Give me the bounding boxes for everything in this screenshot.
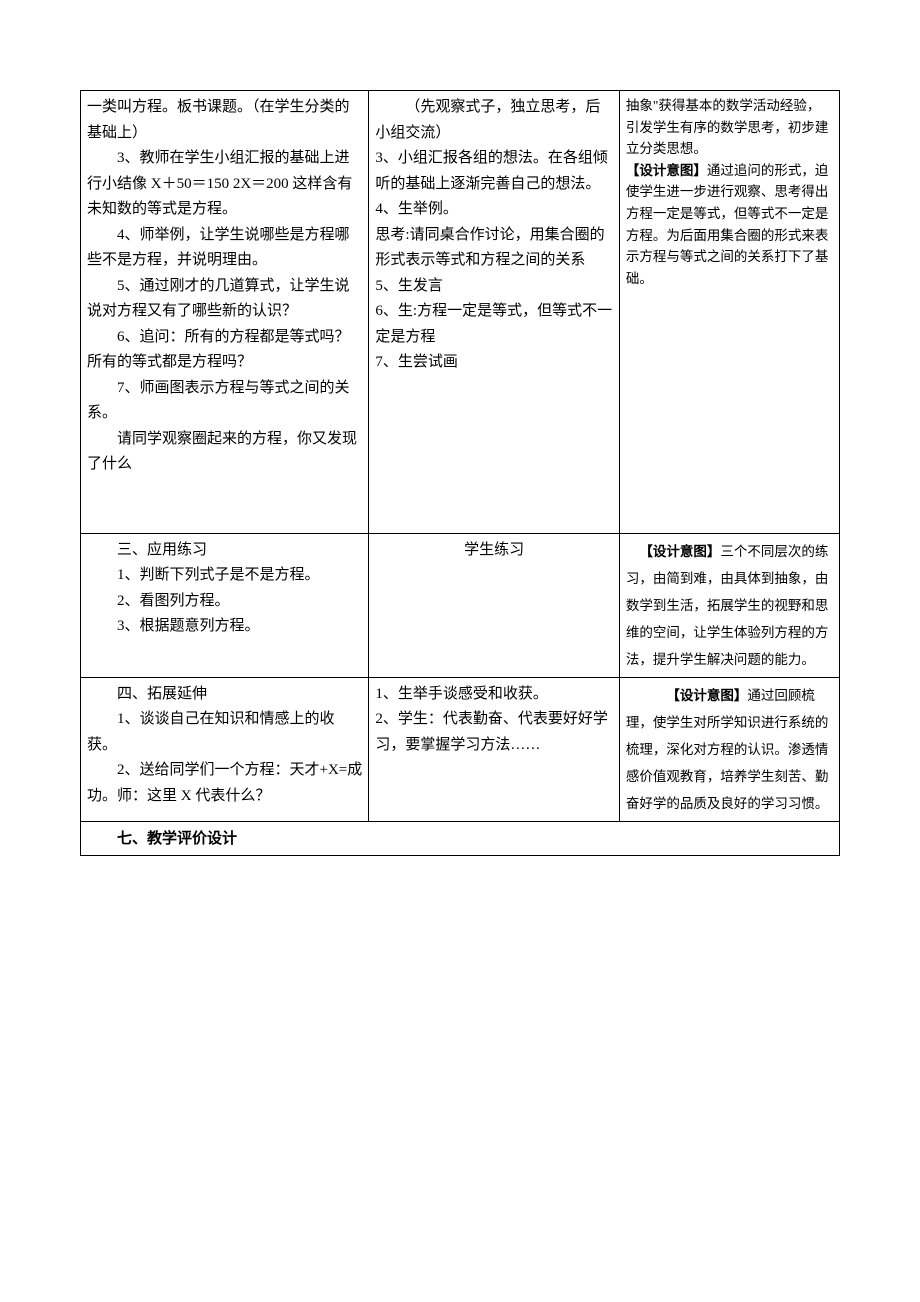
cell-design-intent: 【设计意图】三个不同层次的练习，由简到难，由具体到抽象，由数学到生活，拓展学生的… bbox=[619, 533, 839, 677]
table-row: 四、拓展延伸 1、谈谈自己在知识和情感上的收获。 2、送给同学们一个方程：天才+… bbox=[81, 677, 840, 821]
cell-student-activity: 学生练习 bbox=[369, 533, 619, 677]
text: 1、判断下列式子是不是方程。 bbox=[87, 563, 362, 589]
table-row: 一类叫方程。板书课题。（在学生分类的基础上） 3、教师在学生小组汇报的基础上进行… bbox=[81, 91, 840, 534]
table-row: 七、教学评价设计 bbox=[81, 821, 840, 856]
text: 7、师画图表示方程与等式之间的关系。 bbox=[87, 376, 362, 427]
text: 3、根据题意列方程。 bbox=[87, 614, 362, 640]
text: 2、送给同学们一个方程：天才+X=成功。师：这里 X 代表什么？ bbox=[87, 758, 362, 809]
section-heading: 三、应用练习 bbox=[87, 538, 362, 564]
text: 1、谈谈自己在知识和情感上的收获。 bbox=[87, 707, 362, 758]
text: 5、通过刚才的几道算式，让学生说说对方程又有了哪些新的认识？ bbox=[87, 274, 362, 325]
design-intent-label: 【设计意图】 bbox=[626, 163, 707, 178]
design-intent-label: 【设计意图】 bbox=[666, 688, 747, 703]
text: 4、师举例，让学生说哪些是方程哪些不是方程，并说明理由。 bbox=[87, 223, 362, 274]
lesson-table: 一类叫方程。板书课题。（在学生分类的基础上） 3、教师在学生小组汇报的基础上进行… bbox=[80, 90, 840, 856]
text: 学生练习 bbox=[464, 542, 524, 558]
cell-teacher-activity: 四、拓展延伸 1、谈谈自己在知识和情感上的收获。 2、送给同学们一个方程：天才+… bbox=[81, 677, 369, 821]
cell-student-activity: （先观察式子，独立思考，后小组交流） 3、小组汇报各组的想法。在各组倾听的基础上… bbox=[369, 91, 619, 534]
table-row: 三、应用练习 1、判断下列式子是不是方程。 2、看图列方程。 3、根据题意列方程… bbox=[81, 533, 840, 677]
section-heading: 四、拓展延伸 bbox=[87, 682, 362, 708]
design-intent-label: 【设计意图】 bbox=[639, 544, 720, 559]
text: 请同学观察圈起来的方程，你又发现了什么 bbox=[87, 427, 362, 478]
section-title: 七、教学评价设计 bbox=[87, 826, 833, 852]
text: 通过追问的形式，迫使学生进一步进行观察、思考得出方程一定是等式，但等式不一定是方… bbox=[626, 163, 829, 286]
text: 3、教师在学生小组汇报的基础上进行小结像 X＋50＝150 2X＝200 这样含… bbox=[87, 146, 362, 223]
text: 抽象"获得基本的数学活动经验，引发学生有序的数学思考，初步建立分类思想。 bbox=[626, 98, 829, 156]
document-page: 一类叫方程。板书课题。（在学生分类的基础上） 3、教师在学生小组汇报的基础上进行… bbox=[0, 0, 920, 916]
cell-teacher-activity: 三、应用练习 1、判断下列式子是不是方程。 2、看图列方程。 3、根据题意列方程… bbox=[81, 533, 369, 677]
text: 1、生举手谈感受和收获。 bbox=[375, 686, 548, 702]
text: 6、追问：所有的方程都是等式吗？所有的等式都是方程吗？ bbox=[87, 325, 362, 376]
text: 一类叫方程。板书课题。（在学生分类的基础上） bbox=[87, 99, 350, 141]
text: 4、生举例。 bbox=[375, 201, 458, 217]
text: 7、生尝试画 bbox=[375, 354, 458, 370]
text: 2、看图列方程。 bbox=[87, 589, 362, 615]
text: 2、学生：代表勤奋、代表要好好学习，要掌握学习方法…… bbox=[375, 711, 608, 753]
text: （先观察式子，独立思考，后小组交流） bbox=[375, 95, 612, 146]
cell-student-activity: 1、生举手谈感受和收获。 2、学生：代表勤奋、代表要好好学习，要掌握学习方法…… bbox=[369, 677, 619, 821]
cell-teacher-activity: 一类叫方程。板书课题。（在学生分类的基础上） 3、教师在学生小组汇报的基础上进行… bbox=[81, 91, 369, 534]
text: 3、小组汇报各组的想法。在各组倾听的基础上逐渐完善自己的想法。 bbox=[375, 150, 608, 192]
cell-design-intent: 抽象"获得基本的数学活动经验，引发学生有序的数学思考，初步建立分类思想。 【设计… bbox=[619, 91, 839, 534]
text: 思考:请同桌合作讨论，用集合圈的形式表示等式和方程之间的关系 bbox=[375, 227, 604, 269]
text: 5、生发言 bbox=[375, 278, 443, 294]
section-header-cell: 七、教学评价设计 bbox=[81, 821, 840, 856]
cell-design-intent: 【设计意图】通过回顾梳理，使学生对所学知识进行系统的梳理，深化对方程的认识。渗透… bbox=[619, 677, 839, 821]
text: 6、生:方程一定是等式，但等式不一定是方程 bbox=[375, 303, 612, 345]
